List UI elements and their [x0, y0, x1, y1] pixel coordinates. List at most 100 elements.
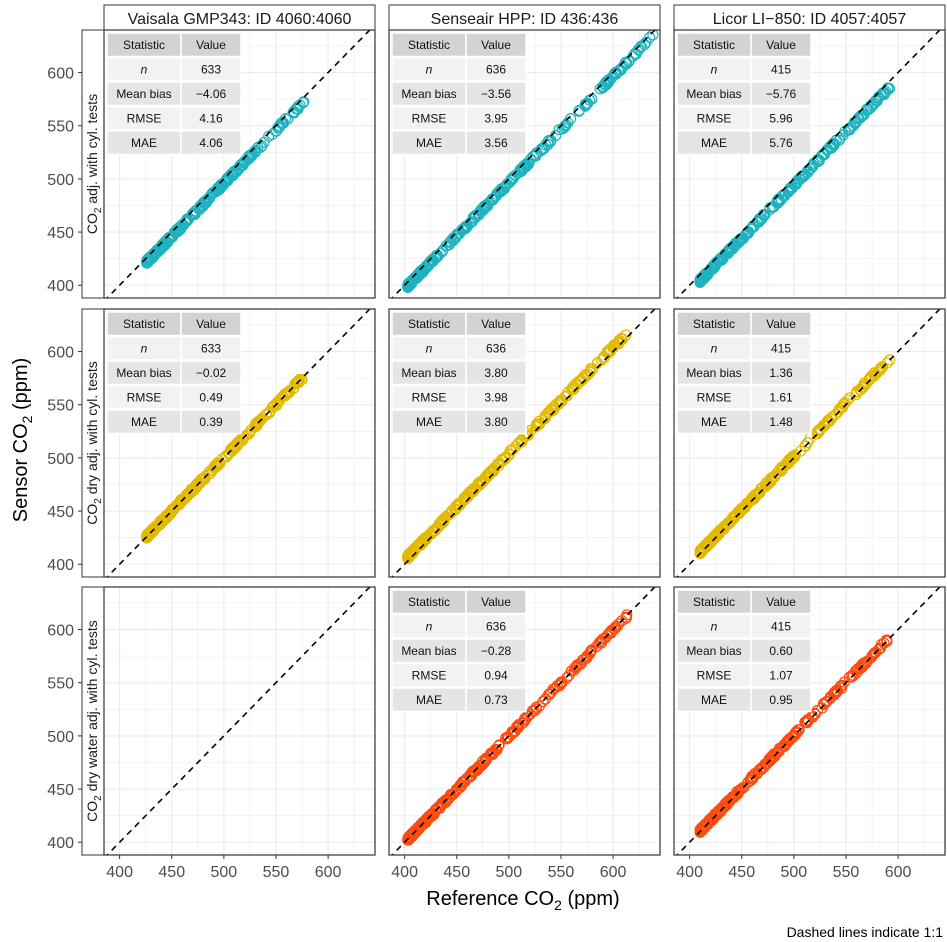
- data-point: [878, 88, 890, 101]
- stats-table: Statistic Value n 415 Mean bias −5.76 RMSE 5.96…: [676, 32, 812, 156]
- x-tick-label: 400: [391, 864, 418, 881]
- data-point: [707, 262, 720, 274]
- data-point: [271, 399, 283, 411]
- table-cell-statistic: RMSE: [697, 669, 732, 683]
- data-point: [411, 269, 423, 281]
- panel-border: [103, 29, 376, 299]
- table-header-value: Value: [766, 38, 796, 52]
- table-cell-statistic: Mean bias: [401, 87, 456, 101]
- data-point: [155, 517, 167, 529]
- x-tick-label: 550: [263, 864, 290, 881]
- table-cell-statistic: n: [426, 342, 433, 356]
- y-axis-title: Sensor CO2 (ppm): [10, 358, 35, 523]
- panel: [103, 586, 376, 856]
- data-point: [763, 753, 775, 765]
- data-point: [876, 361, 888, 373]
- data-point: [786, 731, 798, 743]
- data-point: [435, 798, 447, 811]
- table-cell-statistic: RMSE: [412, 112, 447, 126]
- data-point: [451, 499, 463, 511]
- table-cell-value: −4.06: [196, 87, 227, 101]
- table-cell-statistic: Mean bias: [686, 366, 741, 380]
- data-point: [229, 442, 241, 454]
- table-header-statistic: Statistic: [123, 38, 165, 52]
- y-tick-label: 600: [47, 345, 74, 362]
- data-point: [762, 477, 775, 489]
- data-point: [783, 734, 796, 746]
- data-point: [846, 669, 858, 681]
- data-point: [733, 236, 745, 248]
- panel: Statistic Value n 415 Mean bias −5.76 RMSE 5.96…: [673, 29, 946, 299]
- data-point: [474, 205, 486, 217]
- table-cell-value: 0.49: [199, 391, 223, 405]
- data-point: [447, 232, 459, 244]
- data-point: [838, 398, 850, 410]
- table-cell-value: 636: [486, 342, 506, 356]
- data-point: [584, 646, 597, 658]
- data-point: [605, 72, 618, 84]
- data-point: [497, 454, 509, 467]
- data-point: [759, 481, 772, 493]
- data-point: [462, 490, 474, 502]
- row-strip: CO2 adj. with cyl. tests: [81, 29, 105, 299]
- data-point: [522, 710, 534, 722]
- panel: Statistic Value n 636 Mean bias −3.56 RMSE 3.95…: [388, 29, 661, 299]
- table-cell-value: 3.80: [484, 366, 508, 380]
- one-to-one-line: [676, 309, 941, 577]
- data-point: [567, 384, 579, 396]
- table-cell-value: −5.76: [766, 87, 797, 101]
- data-point: [629, 47, 641, 60]
- panel-border: [673, 586, 946, 856]
- column-strip-label: Licor LI−850: ID 4057:4057: [713, 11, 907, 28]
- table-cell-statistic: MAE: [131, 136, 157, 150]
- data-point: [458, 775, 470, 787]
- table-header-statistic: Statistic: [693, 317, 735, 331]
- data-point: [865, 652, 877, 664]
- data-point: [507, 171, 519, 183]
- y-tick-label: 500: [47, 172, 74, 189]
- data-point: [208, 462, 220, 474]
- data-point: [773, 464, 786, 476]
- data-point: [493, 739, 505, 751]
- table-cell-value: −0.28: [481, 644, 512, 658]
- data-point: [815, 423, 827, 435]
- table-cell-value: 415: [771, 342, 791, 356]
- data-point: [432, 249, 444, 261]
- data-point: [620, 611, 632, 624]
- data-point: [411, 823, 423, 836]
- x-tick-label: 450: [443, 864, 470, 881]
- x-tick-label: 400: [106, 864, 133, 881]
- data-point: [198, 196, 210, 208]
- table-cell-statistic: Mean bias: [116, 366, 171, 380]
- stats-table: Statistic Value n 636 Mean bias −3.56 RMSE 3.95…: [391, 32, 527, 156]
- panel: Statistic Value n 415 Mean bias 0.60 RMSE 1.07 M…: [673, 586, 946, 856]
- data-point: [728, 512, 740, 524]
- table-cell-statistic: MAE: [701, 693, 727, 707]
- row-strip-label: CO2 dry adj. with cyl. tests: [84, 361, 104, 525]
- table-header-statistic: Statistic: [408, 317, 450, 331]
- table-cell-statistic: RMSE: [412, 391, 447, 405]
- data-point: [533, 700, 546, 712]
- data-point: [758, 210, 770, 222]
- stats-table: Statistic Value n 633 Mean bias −0.02 RMSE 0.49…: [106, 311, 242, 435]
- table-cell-statistic: MAE: [701, 136, 727, 150]
- data-point: [586, 644, 598, 656]
- row-strip: CO2 dry adj. with cyl. tests: [81, 308, 105, 578]
- table-cell-value: 0.60: [769, 644, 793, 658]
- data-point: [534, 417, 546, 430]
- data-point: [427, 526, 439, 538]
- table-cell-statistic: MAE: [131, 415, 157, 429]
- data-point: [519, 712, 531, 724]
- data-point: [149, 248, 161, 260]
- data-point: [292, 376, 304, 388]
- table-header-value: Value: [481, 595, 511, 609]
- data-point: [799, 716, 811, 728]
- row-strip-label: CO2 adj. with cyl. tests: [84, 94, 104, 234]
- data-point: [406, 275, 418, 288]
- table-header-value: Value: [766, 595, 796, 609]
- data-point: [771, 747, 783, 759]
- table-cell-statistic: RMSE: [412, 669, 447, 683]
- data-point: [868, 97, 880, 110]
- panel-border: [103, 308, 376, 578]
